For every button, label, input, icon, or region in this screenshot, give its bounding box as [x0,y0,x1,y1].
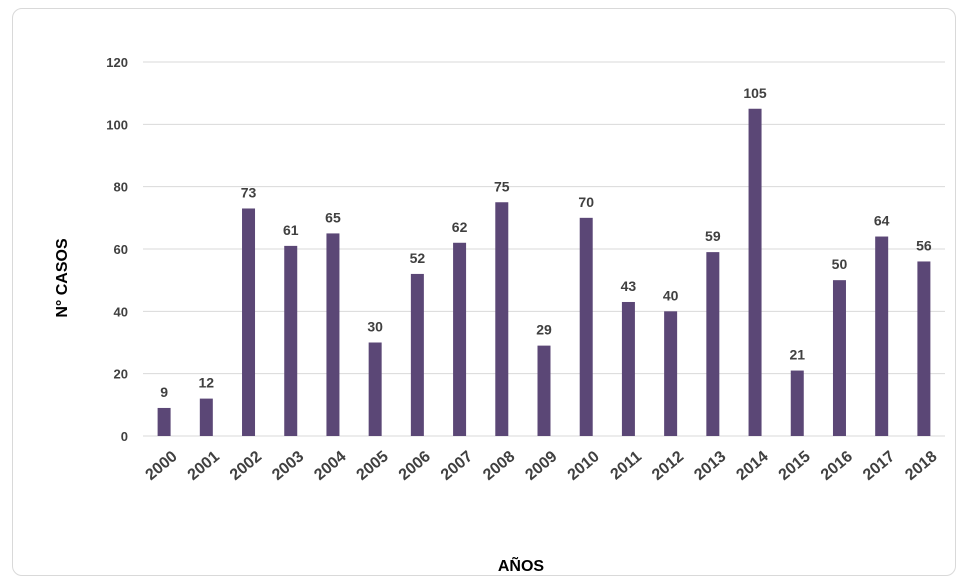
bar-2015 [790,370,804,436]
data-label-2018: 56 [916,237,932,253]
gridlines [143,61,945,437]
x-tick-label-2017: 2017 [860,448,898,484]
bar-2013 [706,252,720,436]
x-tick-label-2012: 2012 [649,448,687,484]
data-label-2003: 61 [283,222,299,238]
data-label-2001: 12 [199,375,215,391]
x-tick-label-2011: 2011 [607,448,645,483]
bar-2012 [664,311,678,436]
data-label-2007: 62 [452,219,468,235]
x-tick-label-2018: 2018 [902,448,940,484]
data-labels: 9 12 73 61 65 30 52 62 75 29 70 43 40 59 105 21 50 64 56 [160,85,932,400]
y-tick-label: 80 [114,180,128,195]
bar-2011 [621,301,635,436]
bar-2003 [284,245,298,436]
data-label-2014: 105 [743,85,767,101]
data-label-2011: 43 [621,278,637,294]
bar-2014 [748,108,762,436]
y-tick-label: 20 [114,367,128,382]
x-tick-label-2007: 2007 [438,448,476,484]
bar-2000 [157,407,171,436]
x-tick-label-2004: 2004 [311,448,349,484]
x-tick-label-2000: 2000 [142,448,180,484]
bar-2001 [199,398,213,436]
bar-2009 [537,345,551,436]
data-label-2006: 52 [410,250,426,266]
y-tick-label: 120 [106,55,128,70]
data-label-2008: 75 [494,178,510,194]
bar-2004 [326,233,340,436]
y-tick-label: 0 [121,429,128,444]
bar-2018 [917,261,931,436]
x-tick-label-2014: 2014 [733,448,771,484]
x-tick-labels: 2000 2001 2002 2003 2004 2005 2006 2007 2008 2009… [142,448,940,484]
x-tick-label-2001: 2001 [185,448,223,484]
data-label-2004: 65 [325,209,341,225]
data-label-2012: 40 [663,287,679,303]
bar-2010 [579,217,593,436]
data-label-2010: 70 [578,194,594,210]
data-label-2002: 73 [241,184,257,200]
y-tick-labels: 0 20 40 60 80 100 120 [106,55,128,444]
data-label-2005: 30 [367,319,383,335]
data-label-2013: 59 [705,228,721,244]
bar-2002 [242,208,256,436]
x-tick-label-2010: 2010 [565,448,603,484]
data-label-2009: 29 [536,322,552,338]
y-tick-label: 60 [114,242,128,257]
chart-frame [12,8,956,576]
bar-2005 [368,342,382,436]
data-label-2000: 9 [160,384,168,400]
bar-2007 [453,242,467,436]
data-label-2016: 50 [832,256,848,272]
x-axis-title: AÑOS [498,555,545,575]
y-tick-label: 100 [106,117,128,132]
x-tick-label-2006: 2006 [396,448,434,484]
x-tick-label-2016: 2016 [818,448,856,484]
x-tick-label-2002: 2002 [227,448,265,484]
data-label-2015: 21 [789,347,805,363]
bar-2008 [495,202,509,436]
x-tick-label-2005: 2005 [354,448,392,484]
data-label-2017: 64 [874,213,890,229]
bars [157,108,931,436]
bar-2017 [875,236,889,436]
x-tick-label-2003: 2003 [269,448,307,484]
y-tick-label: 40 [114,304,128,319]
x-tick-label-2009: 2009 [522,448,560,484]
bar-2006 [410,273,424,436]
y-axis-title: N° CASOS [54,238,71,318]
x-tick-label-2015: 2015 [776,448,814,484]
x-tick-label-2013: 2013 [691,448,729,484]
x-tick-label-2008: 2008 [480,448,518,484]
bar-2016 [832,280,846,436]
